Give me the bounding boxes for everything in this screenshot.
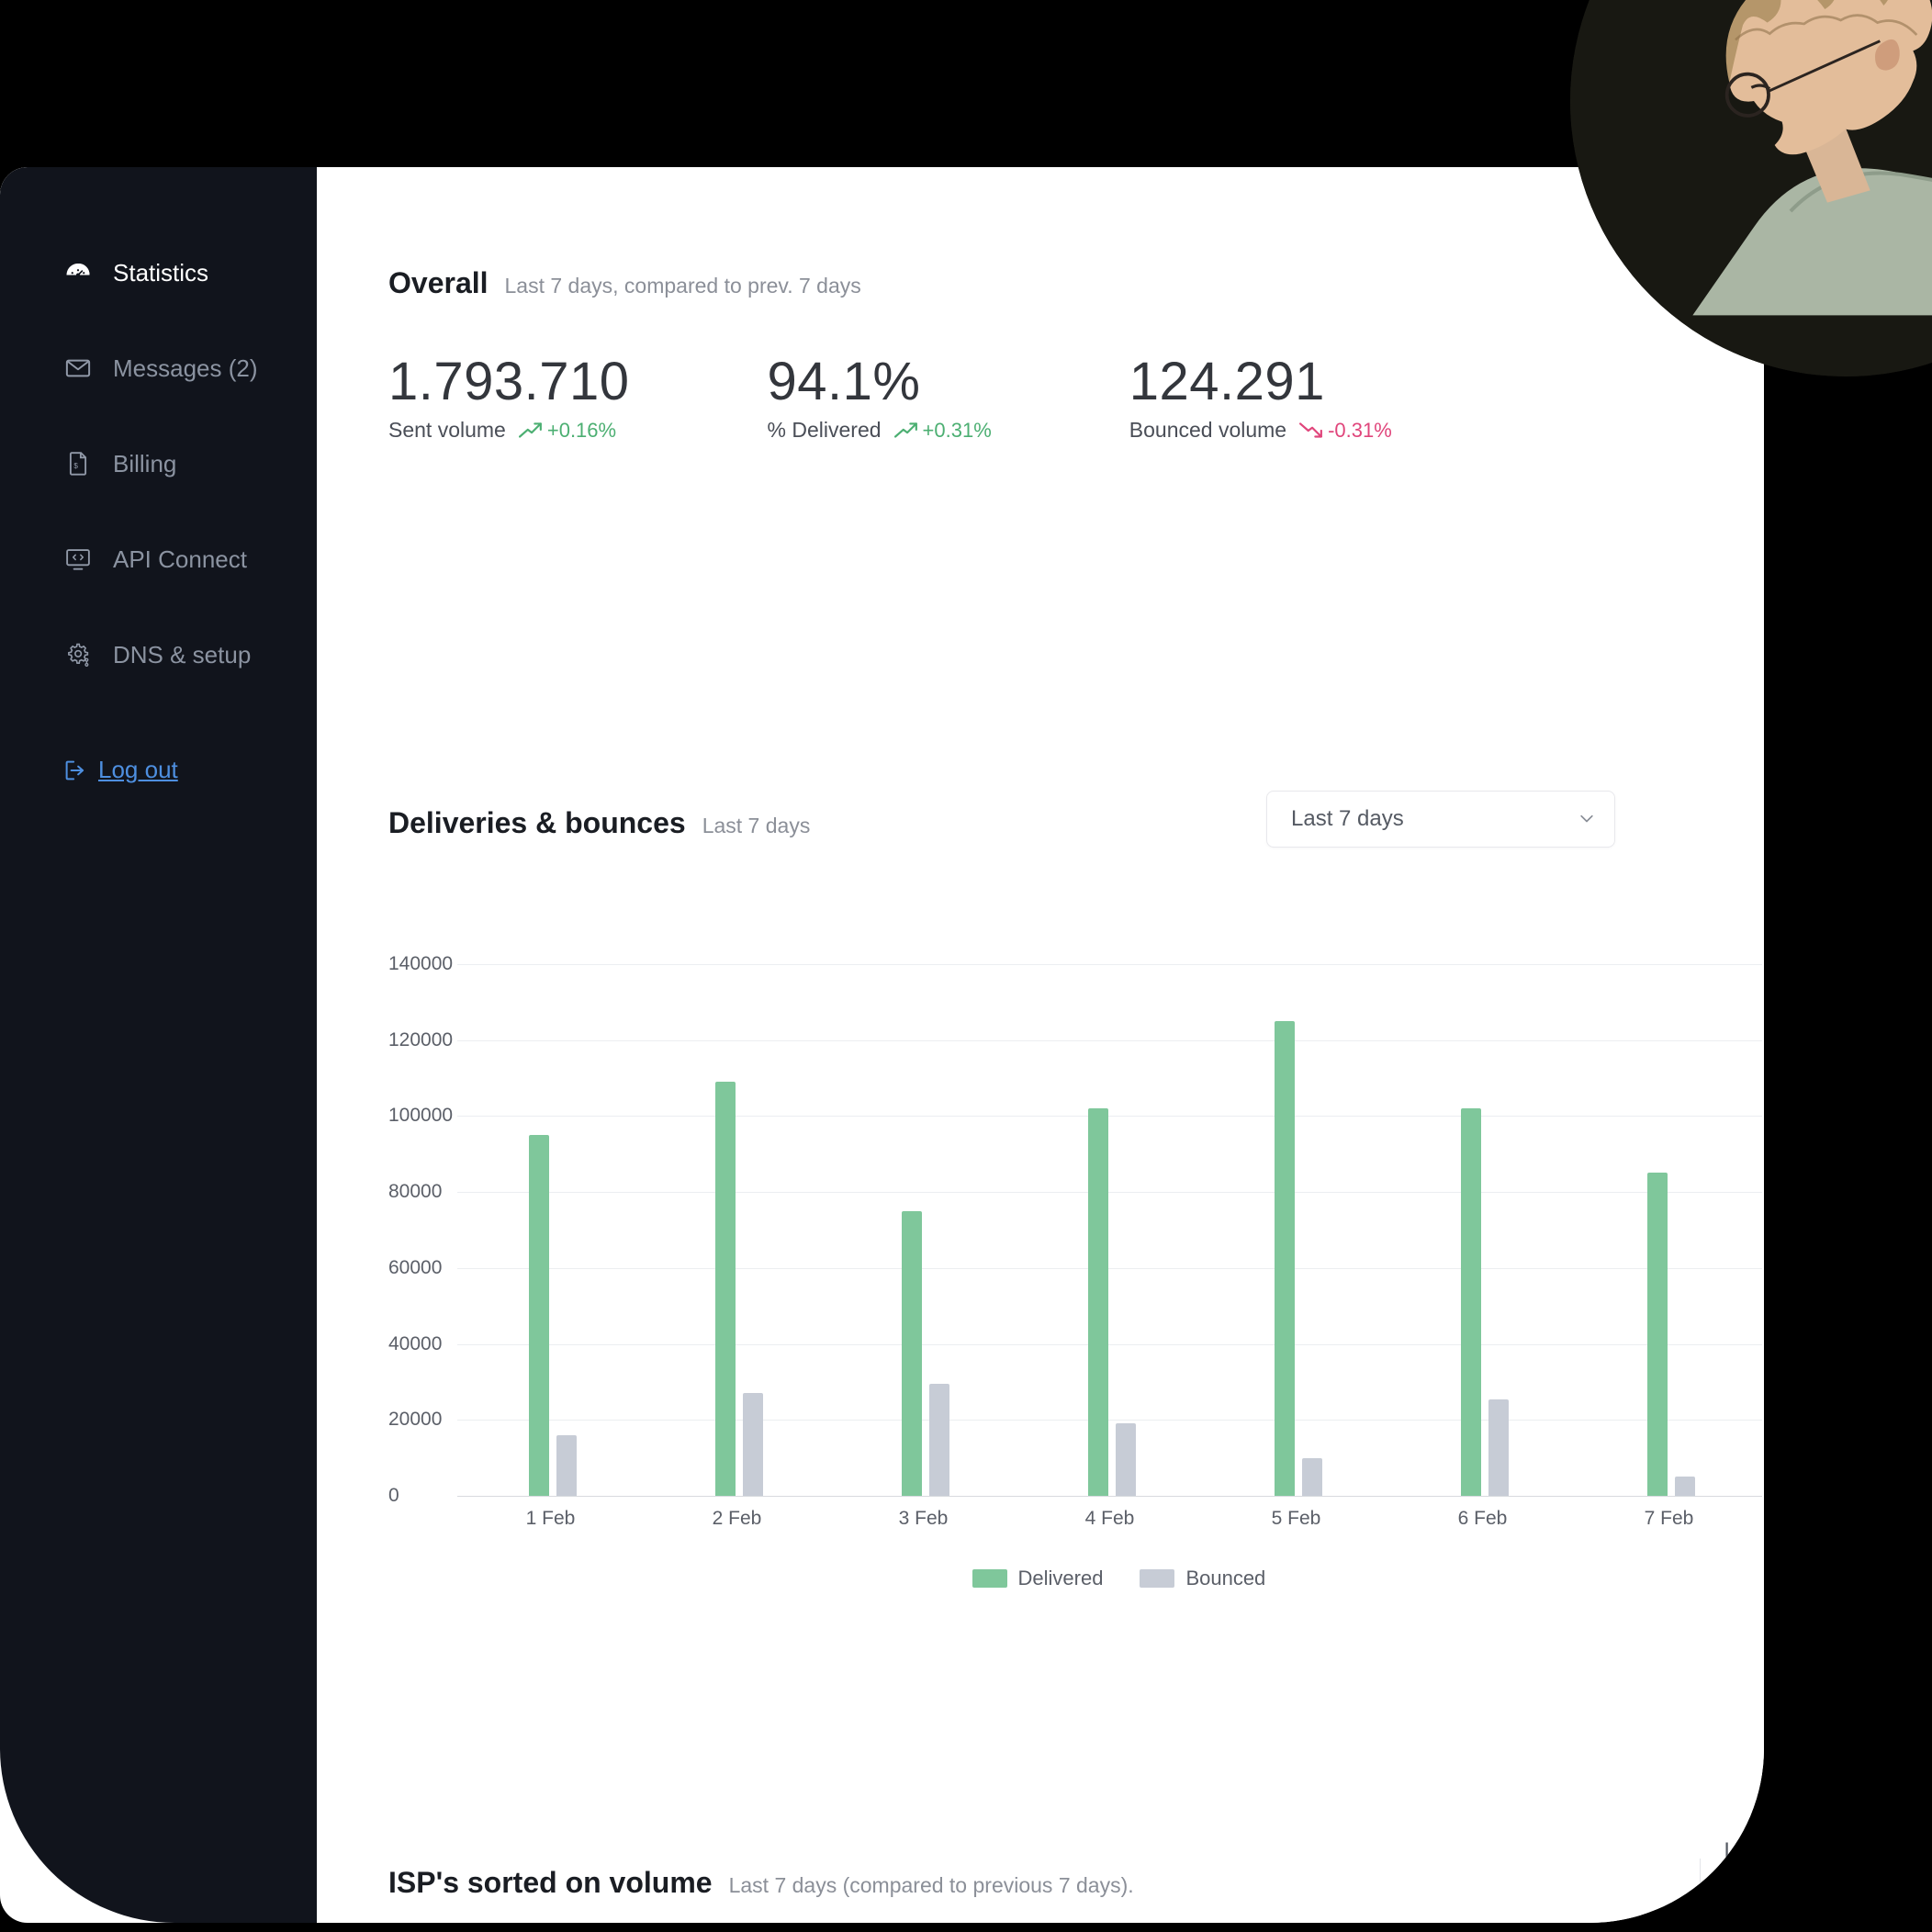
svg-text:$: $ [73,462,78,470]
